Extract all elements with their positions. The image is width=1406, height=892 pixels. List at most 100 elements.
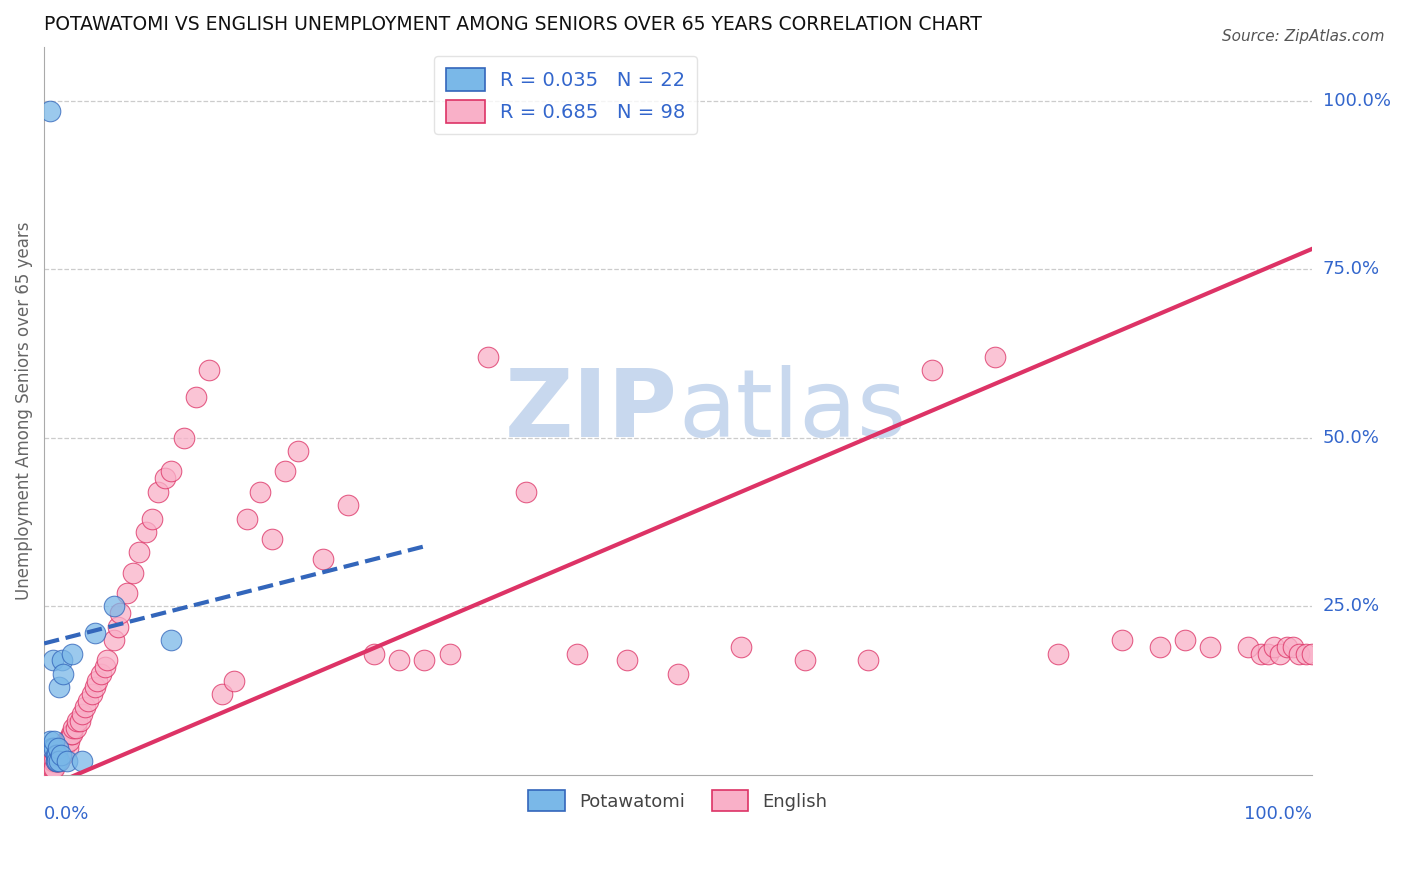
- Point: [262, 532, 284, 546]
- Point: [337, 498, 360, 512]
- Point: [363, 647, 385, 661]
- Point: [94, 660, 117, 674]
- Point: [1250, 647, 1272, 661]
- Point: [186, 390, 208, 404]
- Point: [82, 687, 104, 701]
- Point: [77, 694, 100, 708]
- Point: [173, 431, 195, 445]
- Point: [38, 755, 60, 769]
- Point: [1270, 647, 1292, 661]
- Point: [1288, 647, 1310, 661]
- Point: [984, 350, 1007, 364]
- Point: [69, 714, 91, 728]
- Point: [388, 653, 411, 667]
- Point: [160, 465, 183, 479]
- Point: [856, 653, 879, 667]
- Point: [39, 755, 62, 769]
- Point: [52, 747, 75, 762]
- Point: [287, 444, 309, 458]
- Point: [121, 566, 143, 580]
- Point: [48, 680, 70, 694]
- Point: [236, 511, 259, 525]
- Point: [55, 734, 77, 748]
- Point: [46, 741, 69, 756]
- Point: [42, 653, 65, 667]
- Text: 50.0%: 50.0%: [1323, 429, 1379, 447]
- Point: [439, 647, 461, 661]
- Point: [56, 755, 79, 769]
- Text: 100.0%: 100.0%: [1323, 92, 1391, 110]
- Point: [46, 755, 69, 769]
- Point: [1047, 647, 1070, 661]
- Text: 25.0%: 25.0%: [1323, 598, 1381, 615]
- Point: [66, 714, 89, 728]
- Point: [128, 545, 150, 559]
- Point: [96, 653, 118, 667]
- Point: [1295, 647, 1317, 661]
- Text: ZIP: ZIP: [505, 365, 678, 457]
- Point: [58, 734, 80, 748]
- Point: [793, 653, 815, 667]
- Point: [51, 653, 73, 667]
- Point: [224, 673, 246, 688]
- Point: [45, 747, 67, 762]
- Point: [60, 727, 83, 741]
- Text: atlas: atlas: [678, 365, 907, 457]
- Point: [48, 755, 70, 769]
- Point: [83, 680, 105, 694]
- Point: [86, 673, 108, 688]
- Point: [1111, 633, 1133, 648]
- Point: [135, 525, 157, 540]
- Point: [39, 103, 62, 118]
- Point: [108, 606, 131, 620]
- Point: [52, 741, 75, 756]
- Point: [37, 761, 59, 775]
- Point: [56, 734, 79, 748]
- Point: [211, 687, 233, 701]
- Point: [44, 761, 66, 775]
- Point: [51, 741, 73, 756]
- Point: [53, 741, 76, 756]
- Point: [44, 747, 66, 762]
- Text: POTAWATOMI VS ENGLISH UNEMPLOYMENT AMONG SENIORS OVER 65 YEARS CORRELATION CHART: POTAWATOMI VS ENGLISH UNEMPLOYMENT AMONG…: [44, 15, 981, 34]
- Point: [730, 640, 752, 654]
- Point: [45, 747, 67, 762]
- Point: [83, 626, 105, 640]
- Point: [921, 363, 943, 377]
- Point: [515, 484, 537, 499]
- Point: [48, 755, 70, 769]
- Point: [565, 647, 588, 661]
- Point: [70, 755, 93, 769]
- Point: [51, 747, 73, 762]
- Point: [413, 653, 436, 667]
- Point: [1282, 640, 1305, 654]
- Point: [49, 747, 72, 762]
- Point: [1263, 640, 1285, 654]
- Point: [312, 552, 335, 566]
- Point: [1237, 640, 1260, 654]
- Point: [49, 747, 72, 762]
- Point: [666, 666, 689, 681]
- Point: [1174, 633, 1197, 648]
- Point: [616, 653, 638, 667]
- Point: [59, 727, 82, 741]
- Point: [249, 484, 271, 499]
- Text: Source: ZipAtlas.com: Source: ZipAtlas.com: [1222, 29, 1385, 44]
- Point: [44, 755, 66, 769]
- Point: [1301, 647, 1323, 661]
- Point: [41, 761, 63, 775]
- Point: [477, 350, 499, 364]
- Text: 100.0%: 100.0%: [1244, 805, 1312, 823]
- Point: [115, 586, 138, 600]
- Point: [1275, 640, 1298, 654]
- Y-axis label: Unemployment Among Seniors over 65 years: Unemployment Among Seniors over 65 years: [15, 221, 32, 600]
- Point: [58, 741, 80, 756]
- Point: [52, 666, 75, 681]
- Point: [44, 747, 66, 762]
- Point: [44, 755, 66, 769]
- Point: [62, 721, 84, 735]
- Point: [49, 741, 72, 756]
- Point: [60, 647, 83, 661]
- Point: [42, 755, 65, 769]
- Point: [198, 363, 221, 377]
